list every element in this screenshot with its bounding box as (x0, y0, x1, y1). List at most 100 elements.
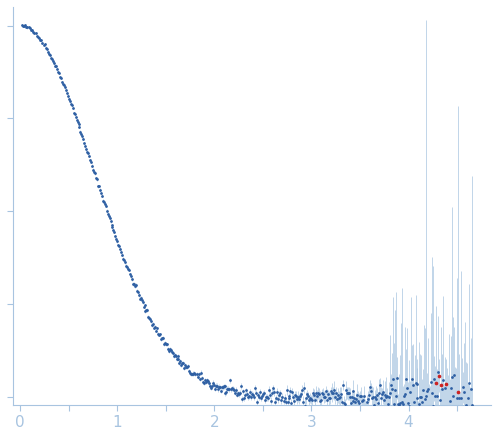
Point (126, 271, 134, 277)
Point (439, 376, 447, 383)
Point (463, 409, 471, 416)
Point (348, 393, 356, 400)
Point (419, 387, 427, 394)
Point (336, 393, 344, 400)
Point (357, 392, 365, 399)
Point (386, 389, 394, 396)
Point (356, 399, 364, 406)
Point (407, 375, 415, 382)
Point (40, 42, 48, 49)
Point (353, 396, 361, 403)
Point (93, 176, 101, 183)
Point (97, 190, 105, 197)
Point (121, 259, 129, 266)
Point (219, 384, 227, 391)
Point (109, 223, 117, 230)
Point (225, 385, 233, 392)
Point (435, 372, 443, 379)
Point (104, 211, 112, 218)
Point (253, 398, 261, 405)
Point (438, 385, 446, 392)
Point (36, 36, 44, 43)
Point (333, 395, 341, 402)
Point (80, 139, 88, 146)
Point (335, 395, 343, 402)
Point (406, 389, 414, 396)
Point (384, 400, 392, 407)
Point (317, 396, 325, 403)
Point (402, 376, 410, 383)
Point (217, 387, 225, 394)
Point (388, 385, 396, 392)
Point (462, 402, 470, 409)
Point (44, 49, 52, 56)
Point (209, 379, 217, 386)
Point (116, 243, 124, 250)
Point (455, 394, 463, 401)
Point (300, 384, 308, 391)
Point (304, 392, 312, 399)
Point (189, 370, 197, 377)
Point (94, 183, 102, 190)
Point (251, 385, 259, 392)
Point (242, 387, 250, 394)
Point (98, 192, 106, 199)
Point (343, 389, 351, 396)
Point (31, 30, 39, 37)
Point (365, 392, 373, 399)
Point (328, 389, 336, 396)
Point (212, 382, 220, 389)
Point (243, 390, 251, 397)
Point (193, 371, 201, 378)
Point (33, 33, 41, 40)
Point (224, 385, 232, 392)
Point (360, 397, 368, 404)
Point (179, 359, 187, 366)
Point (208, 382, 216, 389)
Point (107, 218, 115, 225)
Point (197, 369, 205, 376)
Point (451, 413, 459, 420)
Point (271, 399, 279, 406)
Point (168, 348, 176, 355)
Point (79, 135, 87, 142)
Point (135, 295, 143, 302)
Point (133, 287, 141, 294)
Point (383, 393, 391, 400)
Point (408, 382, 416, 389)
Point (467, 386, 475, 393)
Point (309, 390, 317, 397)
Point (310, 392, 318, 399)
Point (234, 390, 242, 397)
Point (276, 390, 284, 397)
Point (171, 352, 179, 359)
Point (134, 291, 142, 298)
Point (363, 403, 371, 410)
Point (186, 369, 194, 376)
Point (211, 385, 219, 392)
Point (296, 393, 304, 400)
Point (183, 364, 191, 371)
Point (274, 395, 282, 402)
Point (21, 22, 29, 29)
Point (229, 385, 237, 392)
Point (160, 341, 168, 348)
Point (423, 388, 431, 395)
Point (151, 323, 159, 330)
Point (88, 162, 96, 169)
Point (110, 226, 118, 233)
Point (66, 98, 74, 105)
Point (130, 280, 138, 287)
Point (18, 22, 26, 29)
Point (201, 376, 209, 383)
Point (354, 391, 362, 398)
Point (194, 373, 202, 380)
Point (222, 390, 230, 397)
Point (358, 392, 366, 399)
Point (127, 273, 135, 280)
Point (372, 396, 380, 403)
Point (286, 387, 294, 394)
Point (137, 297, 145, 304)
Point (218, 384, 226, 391)
Point (177, 361, 185, 368)
